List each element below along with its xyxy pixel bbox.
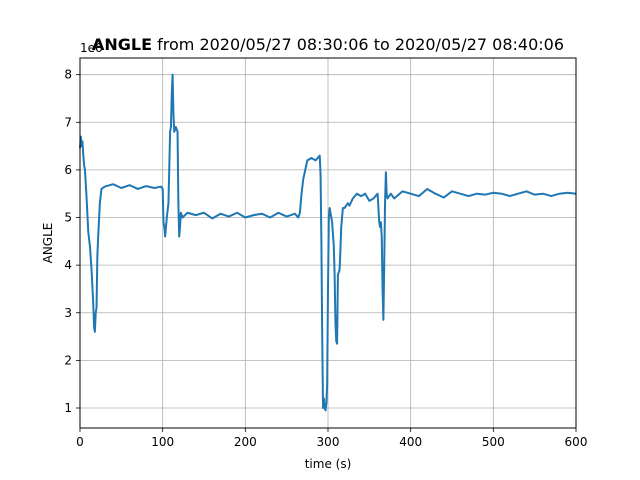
- x-tick-label: 400: [399, 435, 422, 449]
- y-tick-label: 1: [64, 401, 72, 415]
- y-offset-label: 1e6: [80, 41, 103, 55]
- series-layer: [79, 73, 577, 412]
- x-axis-label: time (s): [305, 457, 352, 471]
- chart-title-rest: from 2020/05/27 08:30:06 to 2020/05/27 0…: [152, 35, 564, 54]
- x-tick-label: 500: [482, 435, 505, 449]
- x-tick-label: 600: [565, 435, 588, 449]
- series-line-angle: [79, 73, 577, 412]
- y-tick-label: 7: [64, 115, 72, 129]
- x-tick-label: 0: [76, 435, 84, 449]
- chart-title: ANGLE from 2020/05/27 08:30:06 to 2020/0…: [92, 35, 564, 54]
- y-axis-label: ANGLE: [41, 223, 55, 264]
- y-tick-label: 3: [64, 306, 72, 320]
- x-tick-label: 300: [317, 435, 340, 449]
- y-tick-label: 6: [64, 163, 72, 177]
- y-tick-label: 2: [64, 353, 72, 367]
- y-tick-label: 4: [64, 258, 72, 272]
- y-tick-label: 8: [64, 68, 72, 82]
- chart-title-bold: ANGLE: [92, 35, 152, 54]
- axis-ticks: 0 100 200 300 400 500 600 1 2 3 4 5 6 7 8: [64, 68, 587, 449]
- y-tick-label: 5: [64, 211, 72, 225]
- x-tick-label: 200: [234, 435, 257, 449]
- x-tick-label: 100: [151, 435, 174, 449]
